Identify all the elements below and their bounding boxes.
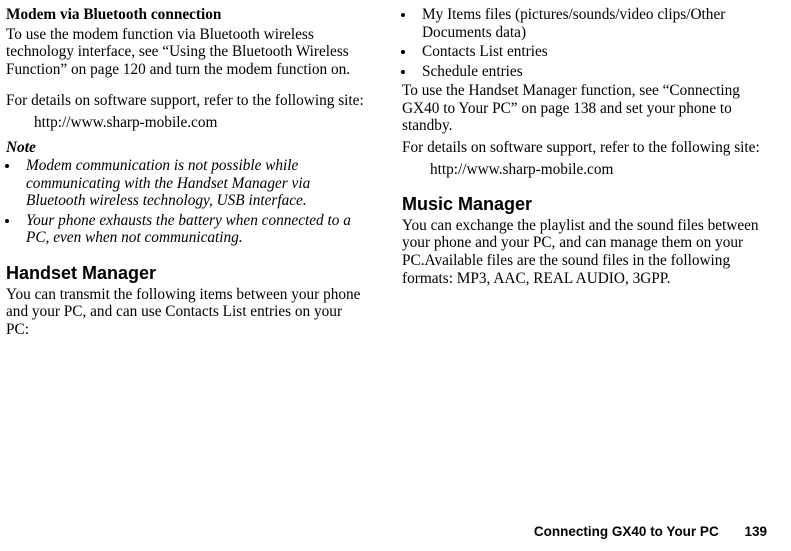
right-url: http://www.sharp-mobile.com: [430, 161, 760, 179]
note-list: Modem communication is not possible whil…: [10, 157, 364, 247]
bullet-item: Contacts List entries: [416, 43, 760, 61]
modem-body: To use the modem function via Bluetooth …: [6, 26, 364, 79]
modem-url: http://www.sharp-mobile.com: [34, 114, 364, 132]
handset-heading: Handset Manager: [6, 263, 364, 284]
handset-body: You can transmit the following items bet…: [6, 286, 364, 339]
modem-details-intro: For details on software support, refer t…: [6, 92, 364, 110]
music-body: You can exchange the playlist and the so…: [402, 217, 760, 287]
right-column: My Items files (pictures/sounds/video cl…: [402, 6, 760, 291]
music-heading: Music Manager: [402, 194, 760, 215]
note-item: Your phone exhausts the battery when con…: [20, 212, 364, 247]
bullet-item: Schedule entries: [416, 63, 760, 81]
bullet-item: My Items files (pictures/sounds/video cl…: [416, 6, 760, 41]
left-column: Modem via Bluetooth connection To use th…: [6, 6, 364, 342]
note-item: Modem communication is not possible whil…: [20, 157, 364, 210]
right-bullets: My Items files (pictures/sounds/video cl…: [406, 6, 760, 80]
right-para2: For details on software support, refer t…: [402, 139, 760, 157]
footer-title: Connecting GX40 to Your PC: [534, 524, 719, 539]
note-label: Note: [6, 139, 364, 157]
right-para1: To use the Handset Manager function, see…: [402, 82, 760, 135]
modem-heading: Modem via Bluetooth connection: [6, 6, 364, 24]
page-footer: Connecting GX40 to Your PC 139: [534, 524, 767, 539]
footer-page-number: 139: [744, 524, 767, 539]
